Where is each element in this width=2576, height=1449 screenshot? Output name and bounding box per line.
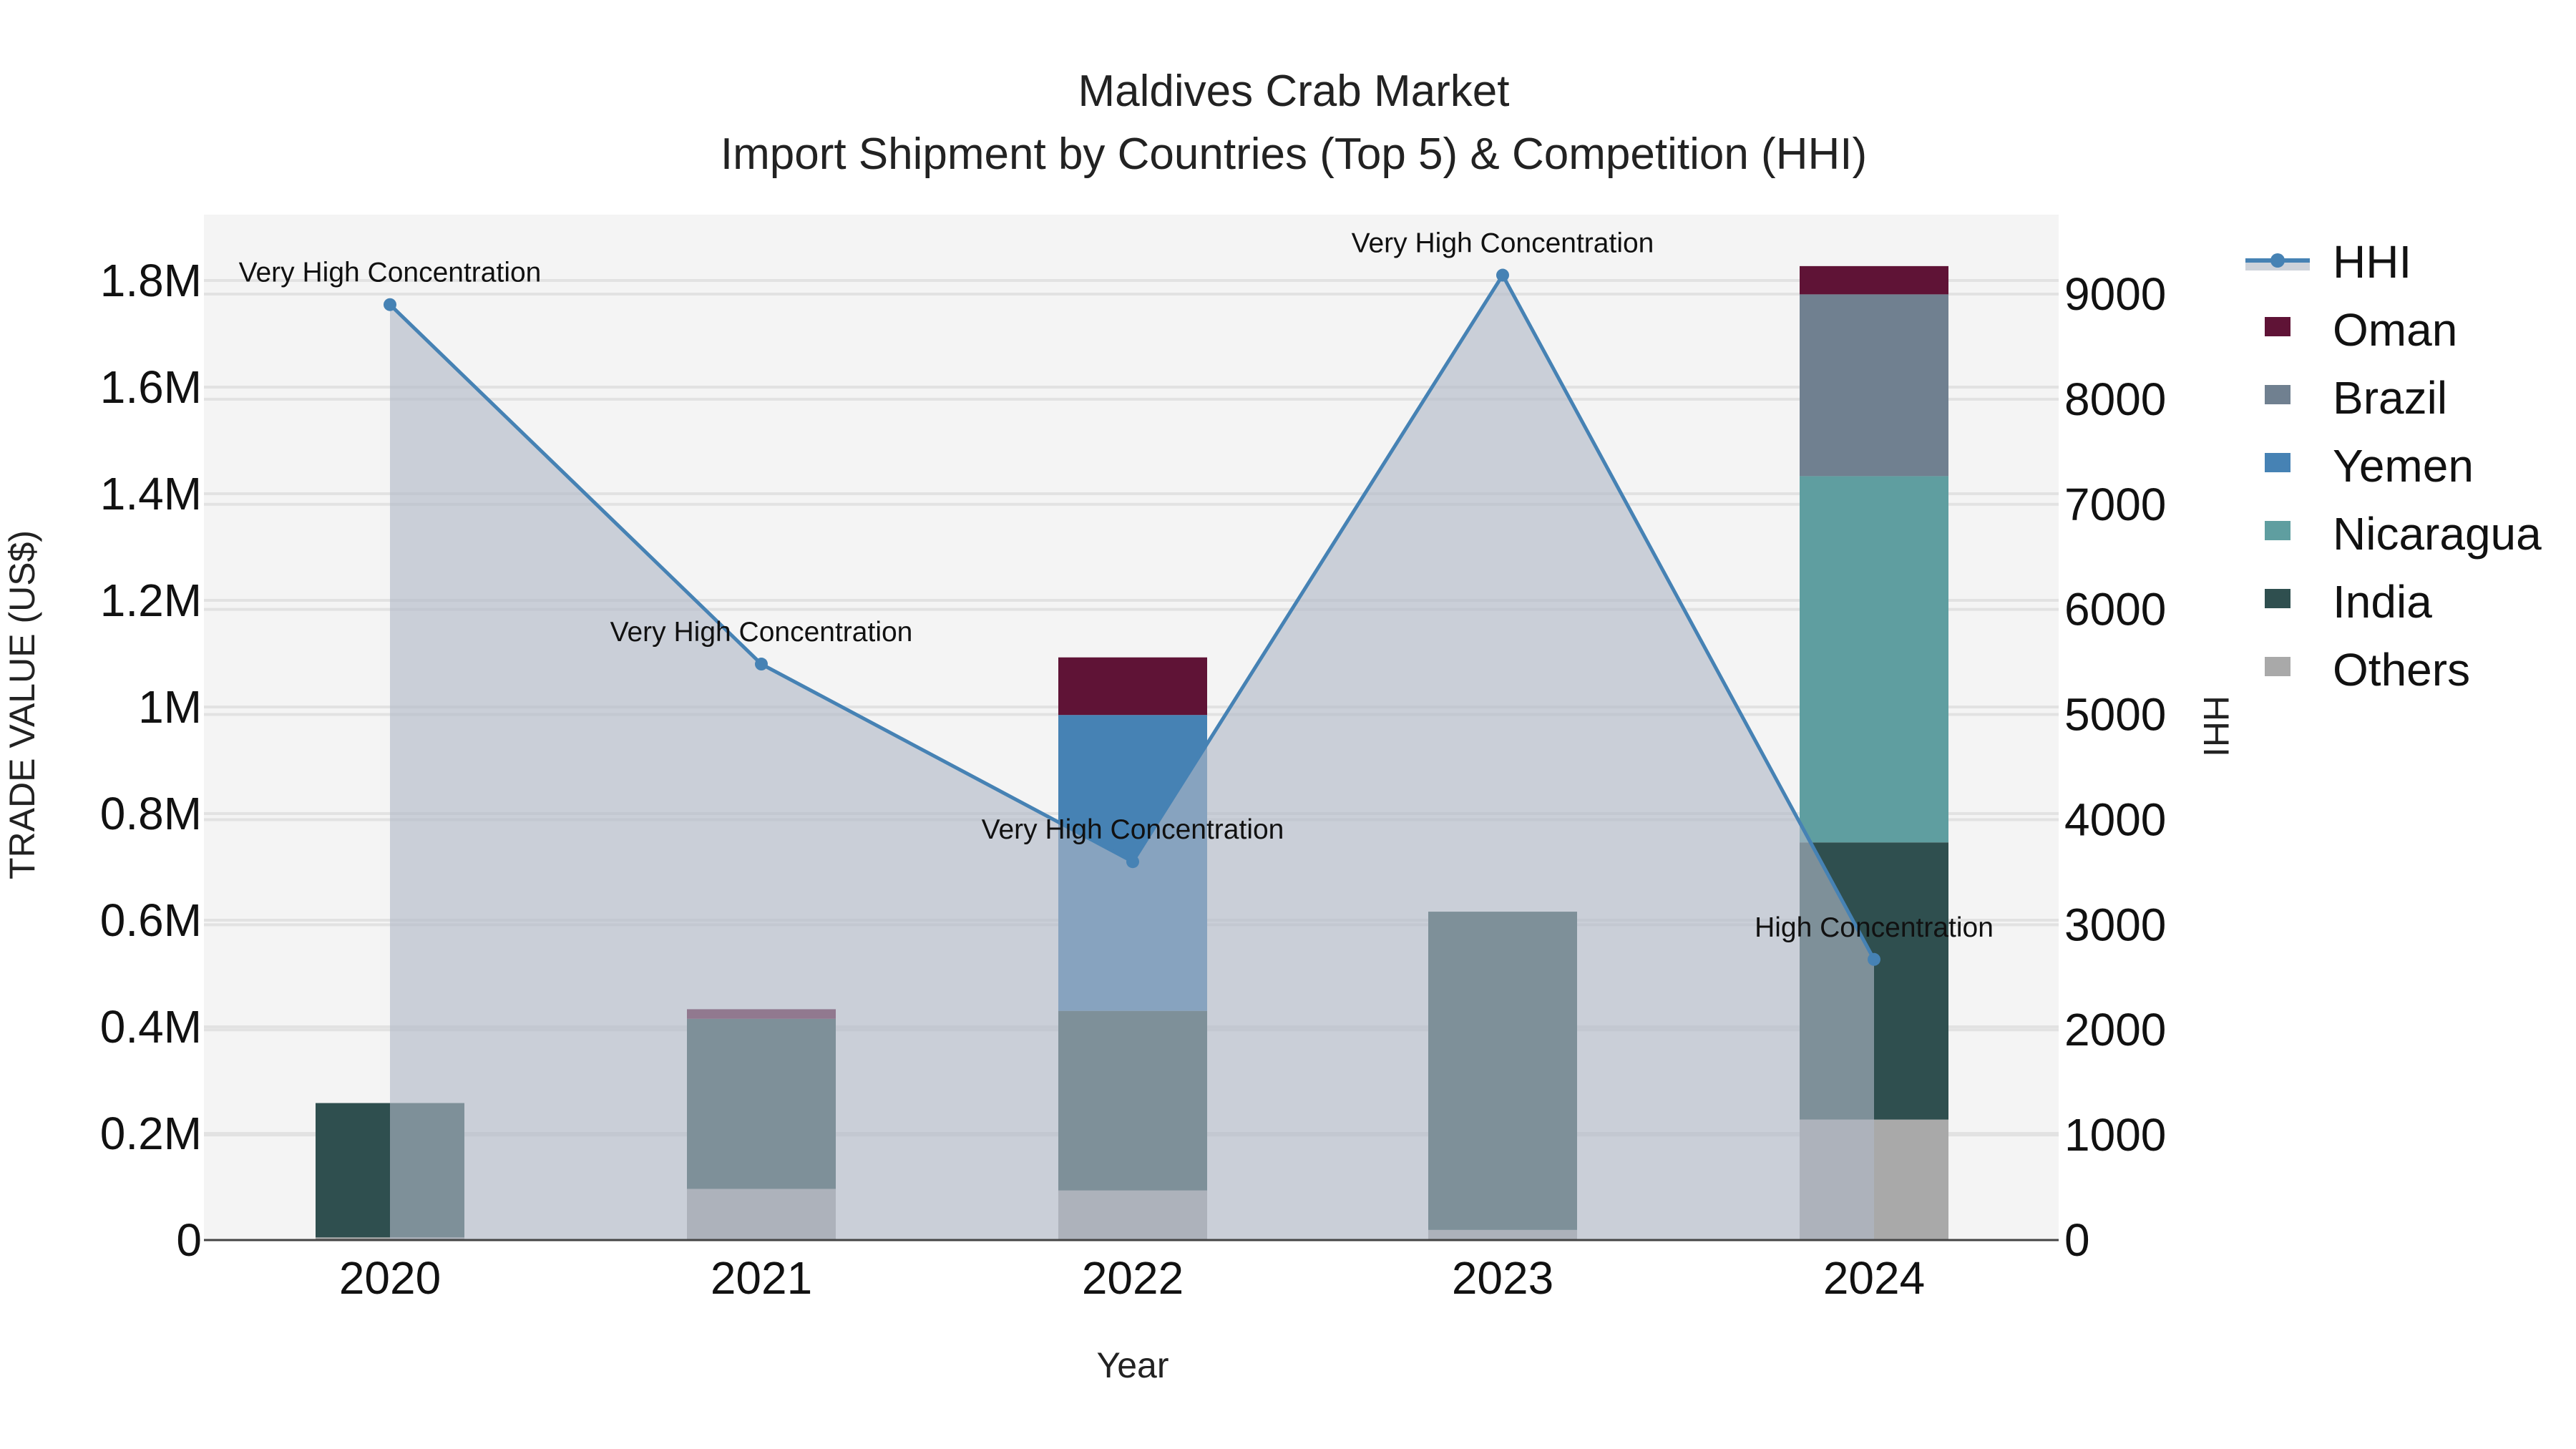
bar-segment-oman	[1058, 657, 1207, 716]
y2-tick-label: 0	[2064, 1214, 2090, 1266]
hhi-marker	[1496, 268, 1509, 282]
hhi-marker	[1868, 952, 1880, 966]
hhi-annotations: Very High Concentration Very High Concent…	[239, 228, 1994, 943]
x-tick-label: 2021	[711, 1252, 812, 1304]
legend-item-hhi: HHI	[2245, 236, 2411, 288]
hhi-annotation: Very High Concentration	[982, 814, 1284, 845]
y-axis-ticks: 0 0.2M 0.4M 0.6M 0.8M 1M 1.2M 1.4M 1.6M 1.8M	[100, 255, 202, 1266]
y-axis-title: TRADE VALUE (US$)	[2, 530, 42, 879]
legend-swatch	[2265, 589, 2290, 608]
x-tick-label: 2023	[1452, 1252, 1553, 1304]
y-tick-label: 0	[176, 1214, 202, 1266]
legend-item-nicaragua: Nicaragua	[2265, 508, 2542, 560]
y2-tick-label: 8000	[2064, 374, 2166, 425]
legend-marker-swatch	[2270, 253, 2285, 268]
y2-tick-label: 9000	[2064, 268, 2166, 320]
y2-tick-label: 7000	[2064, 479, 2166, 530]
y2-tick-label: 6000	[2064, 584, 2166, 635]
x-tick-label: 2022	[1082, 1252, 1184, 1304]
legend-label: HHI	[2333, 236, 2411, 288]
legend-item-others: Others	[2265, 644, 2470, 696]
legend-item-brazil: Brazil	[2265, 372, 2447, 424]
y2-tick-label: 4000	[2064, 794, 2166, 845]
legend-label: Oman	[2333, 304, 2457, 356]
x-tick-label: 2020	[339, 1252, 441, 1304]
y2-axis-ticks: 0 1000 2000 3000 4000 5000 6000 7000 8000 9000	[2064, 268, 2166, 1266]
y2-tick-label: 5000	[2064, 689, 2166, 741]
hhi-area	[390, 275, 1874, 1240]
hhi-series	[384, 268, 1880, 1240]
chart-title: Maldives Crab Market	[1078, 67, 1510, 116]
y-tick-label: 1M	[138, 681, 202, 733]
hhi-marker	[1126, 855, 1139, 869]
chart-subtitle: Import Shipment by Countries (Top 5) & C…	[721, 130, 1867, 179]
legend-label: India	[2333, 576, 2432, 628]
legend-label: Brazil	[2333, 372, 2447, 424]
hhi-annotation: Very High Concentration	[1352, 228, 1654, 259]
hhi-marker	[384, 298, 396, 311]
y-tick-label: 0.4M	[100, 1001, 202, 1053]
hhi-annotation: Very High Concentration	[610, 617, 913, 648]
legend-label: Yemen	[2333, 440, 2474, 492]
legend-item-india: India	[2265, 576, 2432, 628]
y2-tick-label: 2000	[2064, 1004, 2166, 1055]
legend-swatch	[2265, 317, 2290, 336]
x-tick-label: 2024	[1823, 1252, 1925, 1304]
legend-swatch	[2265, 453, 2290, 472]
legend-swatch	[2265, 385, 2290, 404]
y-tick-label: 1.6M	[100, 361, 202, 413]
hhi-annotation: Very High Concentration	[239, 258, 542, 288]
hhi-annotation: High Concentration	[1755, 912, 1994, 943]
y-tick-label: 1.4M	[100, 468, 202, 519]
bar-segment-nicaragua	[1800, 476, 1948, 843]
x-axis-title: Year	[1096, 1345, 1169, 1385]
hhi-marker	[755, 658, 768, 671]
legend: HHI Oman Brazil Yemen Nicaragua India Others	[2245, 236, 2542, 696]
x-axis-ticks: 2020 2021 2022 2023 2024	[339, 1252, 1925, 1304]
y2-tick-label: 3000	[2064, 899, 2166, 950]
bar-segment-oman	[1800, 265, 1948, 295]
legend-item-oman: Oman	[2265, 304, 2457, 356]
legend-item-yemen: Yemen	[2265, 440, 2474, 492]
y-tick-label: 1.8M	[100, 255, 202, 306]
y-tick-label: 0.6M	[100, 894, 202, 946]
legend-label: Nicaragua	[2333, 508, 2542, 560]
y2-tick-label: 1000	[2064, 1109, 2166, 1161]
bar-segment-brazil	[1800, 294, 1948, 477]
legend-swatch	[2265, 657, 2290, 676]
y-tick-label: 1.2M	[100, 575, 202, 626]
legend-swatch	[2265, 521, 2290, 540]
legend-label: Others	[2333, 644, 2470, 696]
y-tick-label: 0.2M	[100, 1108, 202, 1159]
y-tick-label: 0.8M	[100, 788, 202, 839]
y2-axis-title: HHI	[2196, 696, 2236, 757]
